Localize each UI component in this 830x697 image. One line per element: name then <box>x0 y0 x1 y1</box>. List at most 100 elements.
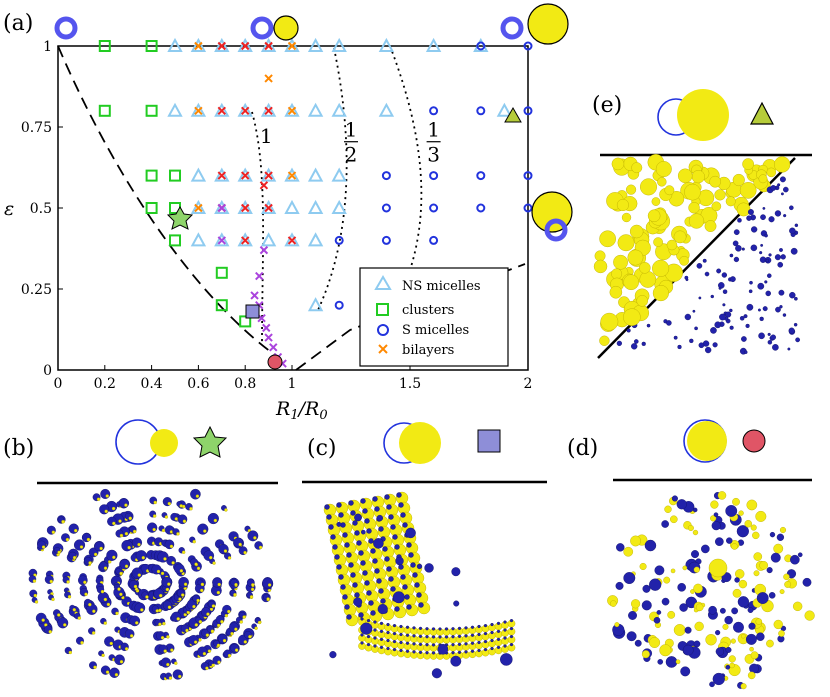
particle <box>170 648 174 652</box>
particle <box>750 226 758 233</box>
particle <box>400 574 406 580</box>
particle <box>243 550 247 555</box>
particle <box>223 549 228 553</box>
x-tick-label: 0.2 <box>94 376 116 392</box>
particle <box>762 306 768 312</box>
particle <box>362 508 368 514</box>
particle <box>140 608 144 612</box>
particle <box>641 600 652 611</box>
particle <box>183 582 188 586</box>
particle <box>135 621 139 625</box>
particle <box>379 637 384 641</box>
particle <box>509 618 514 623</box>
particle <box>496 629 501 633</box>
particle <box>200 588 204 593</box>
s-micelle-marker <box>476 41 486 51</box>
particle <box>651 197 661 206</box>
particle <box>793 322 798 327</box>
dotted-contour-third <box>389 45 423 297</box>
particle <box>412 642 416 646</box>
particle <box>86 537 91 542</box>
cluster-marker <box>98 40 111 52</box>
particle <box>392 591 405 604</box>
particle <box>780 254 786 260</box>
s-micelle-marker <box>334 300 344 310</box>
ns-micelle-marker <box>260 167 277 182</box>
particle <box>759 251 763 255</box>
particle <box>213 518 218 523</box>
ns-micelle-marker <box>307 102 324 117</box>
particle <box>67 595 72 599</box>
particle <box>212 577 223 588</box>
particle <box>425 627 429 631</box>
particle <box>509 642 514 647</box>
particle <box>673 335 678 340</box>
particle <box>416 563 423 570</box>
particle <box>156 569 161 574</box>
particle <box>405 527 416 539</box>
particle <box>41 545 46 549</box>
particle <box>705 634 717 646</box>
x-axis-label: R1/R0 <box>275 398 328 423</box>
particle <box>453 600 460 607</box>
particle <box>649 637 661 648</box>
ns-micelle-marker <box>260 232 277 247</box>
contour-label-num: 1 <box>427 118 440 142</box>
particle <box>768 216 775 223</box>
particle <box>736 525 749 538</box>
particle <box>202 651 207 656</box>
particle <box>109 641 113 646</box>
particle <box>216 590 221 595</box>
particle <box>376 578 382 584</box>
particle <box>181 593 185 597</box>
particle <box>161 528 166 533</box>
particle <box>649 578 662 591</box>
red-cross-marker <box>264 203 273 213</box>
particle <box>496 645 501 649</box>
particle <box>227 556 232 560</box>
particle <box>738 510 744 516</box>
particle <box>77 616 82 620</box>
particle <box>797 552 803 558</box>
particle <box>698 296 702 300</box>
particle <box>804 610 815 621</box>
particle <box>354 513 362 522</box>
particle <box>247 530 259 542</box>
ns-micelle-marker <box>190 167 207 182</box>
particle <box>698 342 705 349</box>
particle <box>636 295 648 307</box>
particle <box>178 597 182 601</box>
ns-micelle-marker <box>307 37 324 52</box>
particle <box>792 601 803 612</box>
particle <box>360 622 373 635</box>
particle <box>200 582 205 587</box>
particle <box>679 603 688 612</box>
y-axis-label: ε <box>4 198 14 220</box>
particle <box>739 182 757 199</box>
s-micelle-marker <box>381 235 391 245</box>
particle <box>623 572 636 584</box>
particle <box>51 530 56 534</box>
particle <box>373 644 377 648</box>
particle <box>677 583 686 592</box>
particle <box>735 245 742 252</box>
particle <box>239 620 243 624</box>
particle <box>88 602 92 607</box>
particle <box>353 597 363 607</box>
panel-label-a: (a) <box>3 11 33 36</box>
particle <box>329 651 337 659</box>
bilayer-marker <box>194 203 203 213</box>
particle <box>760 243 764 247</box>
particle <box>66 580 70 584</box>
particle <box>775 306 781 313</box>
particle <box>373 628 377 632</box>
particle <box>48 630 52 634</box>
particle <box>725 311 732 318</box>
particle <box>248 635 252 639</box>
particle <box>194 562 198 566</box>
particle <box>354 592 360 598</box>
particle <box>338 574 344 580</box>
particle <box>750 244 758 252</box>
particle <box>106 549 118 561</box>
ring-icon-side <box>544 218 568 242</box>
